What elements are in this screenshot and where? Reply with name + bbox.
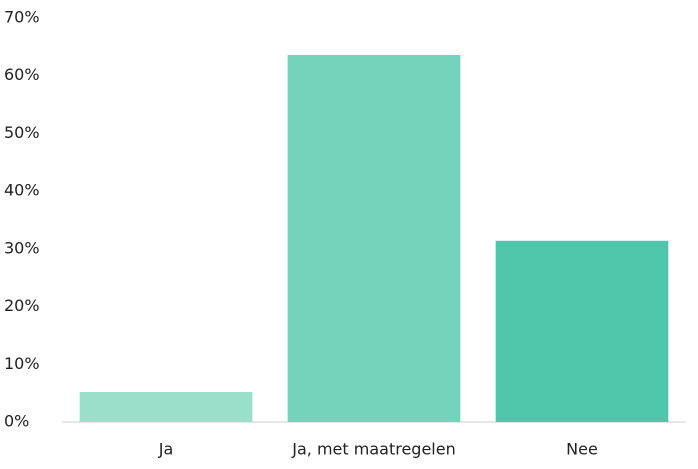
y-tick-label: 40% <box>4 181 40 200</box>
x-tick-label: Nee <box>566 440 598 459</box>
y-tick-label: 10% <box>4 354 40 373</box>
bar <box>287 54 461 423</box>
bar <box>495 240 669 422</box>
y-tick-label: 50% <box>4 123 40 142</box>
y-tick-label: 30% <box>4 238 40 257</box>
x-tick-label: Ja <box>158 440 174 459</box>
y-tick-label: 60% <box>4 65 40 84</box>
bar <box>79 391 253 422</box>
y-tick-label: 70% <box>4 8 40 27</box>
y-tick-label: 0% <box>4 412 29 431</box>
x-tick-label: Ja, met maatregelen <box>291 440 455 459</box>
y-tick-label: 20% <box>4 296 40 315</box>
